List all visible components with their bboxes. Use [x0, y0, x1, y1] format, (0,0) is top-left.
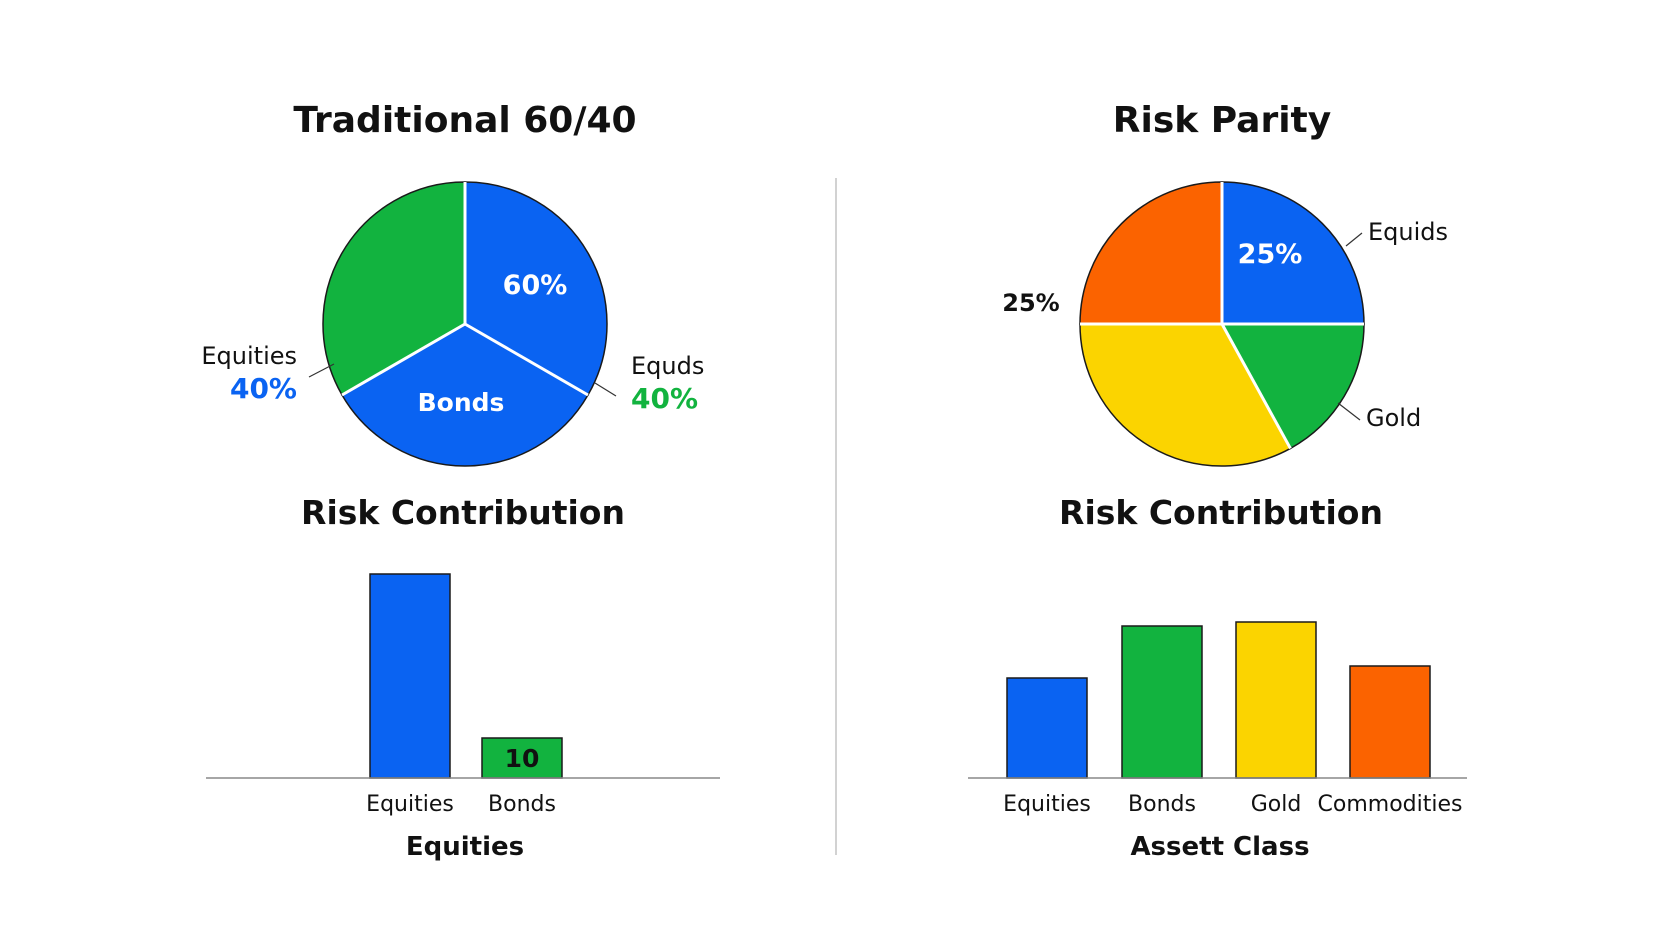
pie-left-label-equities: Equities [201, 342, 297, 370]
pie-slice-commodities-3 [1079, 181, 1223, 325]
tick-label-bonds: Bonds [1128, 792, 1196, 817]
pie-slice-bonds-2 [322, 181, 466, 396]
tick-label-commodities: Commodities [1318, 792, 1463, 817]
pie-slice-gold-2 [1079, 323, 1292, 467]
pie-left-label-bonds: Bonds [418, 388, 505, 417]
bar-gold [1235, 621, 1317, 779]
bar-left-title: Risk Contribution [301, 493, 625, 532]
bar-equities [1006, 677, 1088, 779]
tick-label-equities: Equities [366, 792, 454, 817]
bar-bonds [1121, 625, 1203, 779]
pie-right-leader-bottom [1337, 402, 1361, 421]
pie-left-title: Traditional 60/40 [293, 100, 636, 141]
pie-right-title: Risk Parity [1113, 100, 1331, 141]
pie-left-label-equds-pct: 40% [631, 382, 698, 415]
pie-left-leader-left [308, 363, 335, 378]
bar-right: Equities Bonds Gold Commodities [968, 621, 1467, 817]
pie-right-label-25pct-inside: 25% [1238, 239, 1303, 270]
pie-separator-2 [1220, 323, 1292, 450]
pie-right-label-equids: Equids [1368, 218, 1448, 246]
pie-left-label-equities-pct: 40% [230, 372, 297, 405]
pie-right-leader-top [1345, 232, 1363, 247]
bar-right-xlabel: Assett Class [1130, 832, 1309, 862]
bar-value-label-bonds: 10 [505, 744, 540, 773]
bar-left: Equities 10 Bonds [206, 573, 720, 817]
bar-commodities [1349, 665, 1431, 779]
bar-right-title: Risk Contribution [1059, 493, 1383, 532]
pie-slice-equities-0 [464, 181, 608, 396]
pie-slice-equities-0 [1221, 181, 1365, 325]
pie-separator-1 [464, 322, 589, 397]
tick-label-gold: Gold [1251, 792, 1302, 817]
pie-left-leader-right [594, 382, 617, 397]
bar-equities [369, 573, 451, 779]
pie-left [322, 181, 608, 467]
pie-right-label-gold: Gold [1366, 404, 1421, 432]
tick-label-bonds: Bonds [488, 792, 556, 817]
pie-left-label-equds: Equds [631, 352, 704, 380]
pie-right [1079, 181, 1365, 467]
tick-label-equities: Equities [1003, 792, 1091, 817]
pie-slice-bonds-1 [1221, 323, 1365, 450]
pie-right-label-25pct-outside: 25% [1002, 289, 1059, 317]
pie-separator-2 [341, 322, 466, 397]
pie-left-label-60pct: 60% [503, 270, 568, 301]
bar-bonds [481, 737, 563, 779]
bar-left-xlabel: Equities [406, 832, 524, 862]
